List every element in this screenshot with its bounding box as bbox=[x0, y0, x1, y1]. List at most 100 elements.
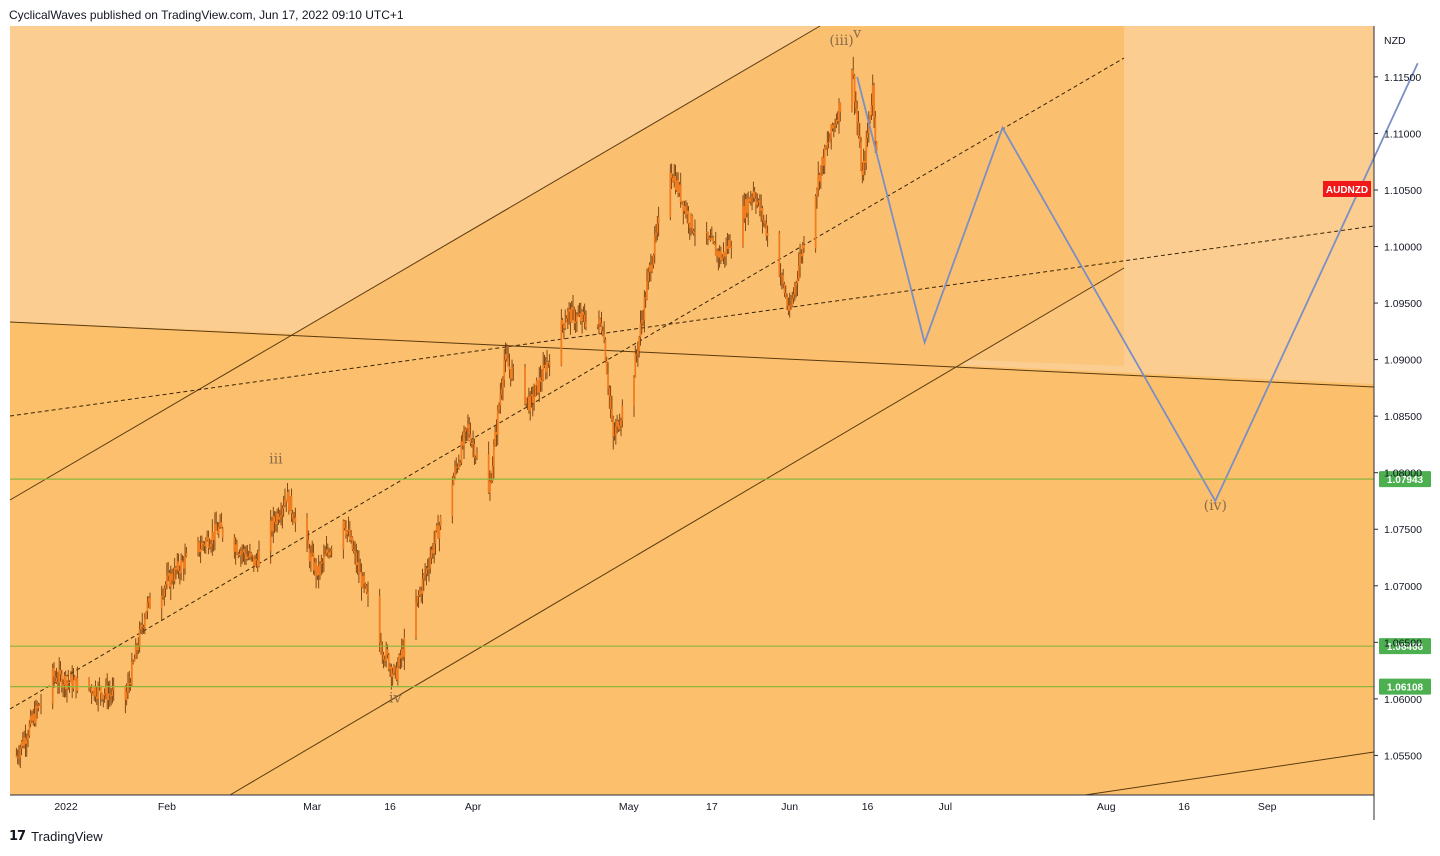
footer-brand[interactable]: TradingView bbox=[31, 829, 103, 844]
candle-body bbox=[684, 205, 687, 215]
y-tick-label: 1.07000 bbox=[1384, 581, 1422, 593]
candle-body bbox=[239, 551, 242, 556]
y-tick-label: 1.08000 bbox=[1384, 468, 1422, 480]
candle-body bbox=[598, 318, 600, 325]
candle-body bbox=[18, 757, 20, 759]
y-tick-label: 1.05500 bbox=[1384, 750, 1422, 762]
candle-body bbox=[137, 647, 140, 650]
candle-body bbox=[236, 544, 238, 554]
candle-body bbox=[319, 564, 321, 576]
candle-body bbox=[400, 649, 403, 659]
candle-body bbox=[53, 668, 55, 677]
candle-body bbox=[858, 136, 861, 143]
candle-body bbox=[417, 594, 420, 597]
candle-body bbox=[280, 515, 282, 517]
candle-body bbox=[38, 704, 41, 706]
x-tick-label: Sep bbox=[1258, 801, 1277, 813]
candle-body bbox=[603, 334, 606, 340]
candle-body bbox=[600, 323, 603, 332]
candle-body bbox=[184, 556, 186, 569]
candle-body bbox=[729, 240, 731, 248]
candle-body bbox=[543, 364, 546, 366]
candle-body bbox=[674, 175, 677, 191]
candle-body bbox=[524, 367, 526, 404]
candle-body bbox=[498, 405, 500, 411]
candle-body bbox=[20, 741, 23, 749]
candle-body bbox=[796, 278, 799, 283]
candle-body bbox=[533, 396, 535, 403]
candle-body bbox=[472, 442, 474, 445]
candle-body bbox=[313, 562, 316, 571]
candle-body bbox=[391, 673, 394, 677]
horizontal-levels: 1.07943 1.06466 1.06108 bbox=[10, 471, 1431, 695]
candle-body bbox=[34, 706, 37, 724]
candle-body bbox=[276, 513, 279, 524]
symbol-badge-label: AUDNZD bbox=[1326, 185, 1368, 196]
x-tick-label: 17 bbox=[706, 801, 718, 813]
candle-body bbox=[163, 588, 166, 596]
candle-body bbox=[800, 254, 803, 257]
candle-body bbox=[688, 223, 691, 228]
descending-trendline bbox=[9, 321, 1375, 388]
candle-body bbox=[634, 354, 637, 378]
candle-body bbox=[438, 525, 441, 539]
candle-body bbox=[822, 157, 825, 166]
candle-body bbox=[633, 377, 635, 407]
candle-body bbox=[609, 396, 612, 409]
candle-body bbox=[124, 686, 127, 700]
candle-body bbox=[539, 377, 542, 382]
candle-body bbox=[293, 518, 295, 523]
wave-label: iii bbox=[269, 452, 283, 468]
candle-body bbox=[15, 755, 18, 757]
candle-body bbox=[781, 275, 783, 277]
axes: NZD 1.11500 1.11000 1.10500 1.10000 1.09500 1.… bbox=[10, 26, 1422, 820]
candle-body bbox=[649, 264, 652, 272]
x-tick-label: 16 bbox=[384, 801, 396, 813]
candle-body bbox=[345, 528, 347, 535]
candle-body bbox=[791, 298, 794, 306]
candle-body bbox=[249, 553, 251, 558]
candle-body bbox=[211, 532, 214, 544]
candle-body bbox=[710, 238, 713, 241]
candle-body bbox=[860, 142, 862, 171]
candle-body bbox=[140, 625, 142, 630]
candle-body bbox=[639, 323, 642, 338]
candle-body bbox=[175, 567, 177, 570]
candle-body bbox=[577, 315, 580, 317]
candle-body bbox=[709, 237, 712, 241]
candle-body bbox=[273, 516, 276, 523]
candle-body bbox=[459, 462, 462, 464]
candle-body bbox=[560, 319, 563, 366]
candle-body bbox=[16, 755, 19, 758]
candle-body bbox=[529, 396, 532, 411]
candle-body bbox=[207, 537, 210, 548]
candle-body bbox=[761, 207, 764, 221]
candle-body bbox=[208, 546, 211, 548]
candle-body bbox=[147, 597, 150, 603]
candle-body bbox=[36, 706, 39, 709]
candle-body bbox=[690, 215, 692, 228]
candle-body bbox=[744, 199, 747, 219]
candle-body bbox=[420, 590, 423, 594]
candle-body bbox=[495, 431, 498, 435]
candle-body bbox=[25, 739, 28, 744]
x-tick-label: 2022 bbox=[54, 801, 78, 813]
candle-body bbox=[818, 174, 821, 182]
candle-body bbox=[324, 554, 327, 556]
tradingview-logo-icon[interactable]: 17 bbox=[9, 829, 26, 844]
candle-body bbox=[646, 281, 648, 300]
candle-body bbox=[198, 541, 201, 553]
candle-body bbox=[142, 626, 145, 628]
y-tick-label: 1.11500 bbox=[1384, 72, 1421, 84]
candle-body bbox=[216, 530, 219, 534]
candle-body bbox=[511, 368, 513, 379]
candle-body bbox=[252, 556, 255, 566]
candle-body bbox=[617, 421, 620, 430]
candle-body bbox=[538, 377, 541, 393]
y-tick-label: 1.07500 bbox=[1384, 524, 1422, 536]
candle-body bbox=[103, 693, 106, 696]
y-tick-label: 1.09000 bbox=[1384, 355, 1422, 367]
candle-body bbox=[764, 221, 766, 224]
candle-body bbox=[525, 397, 528, 404]
